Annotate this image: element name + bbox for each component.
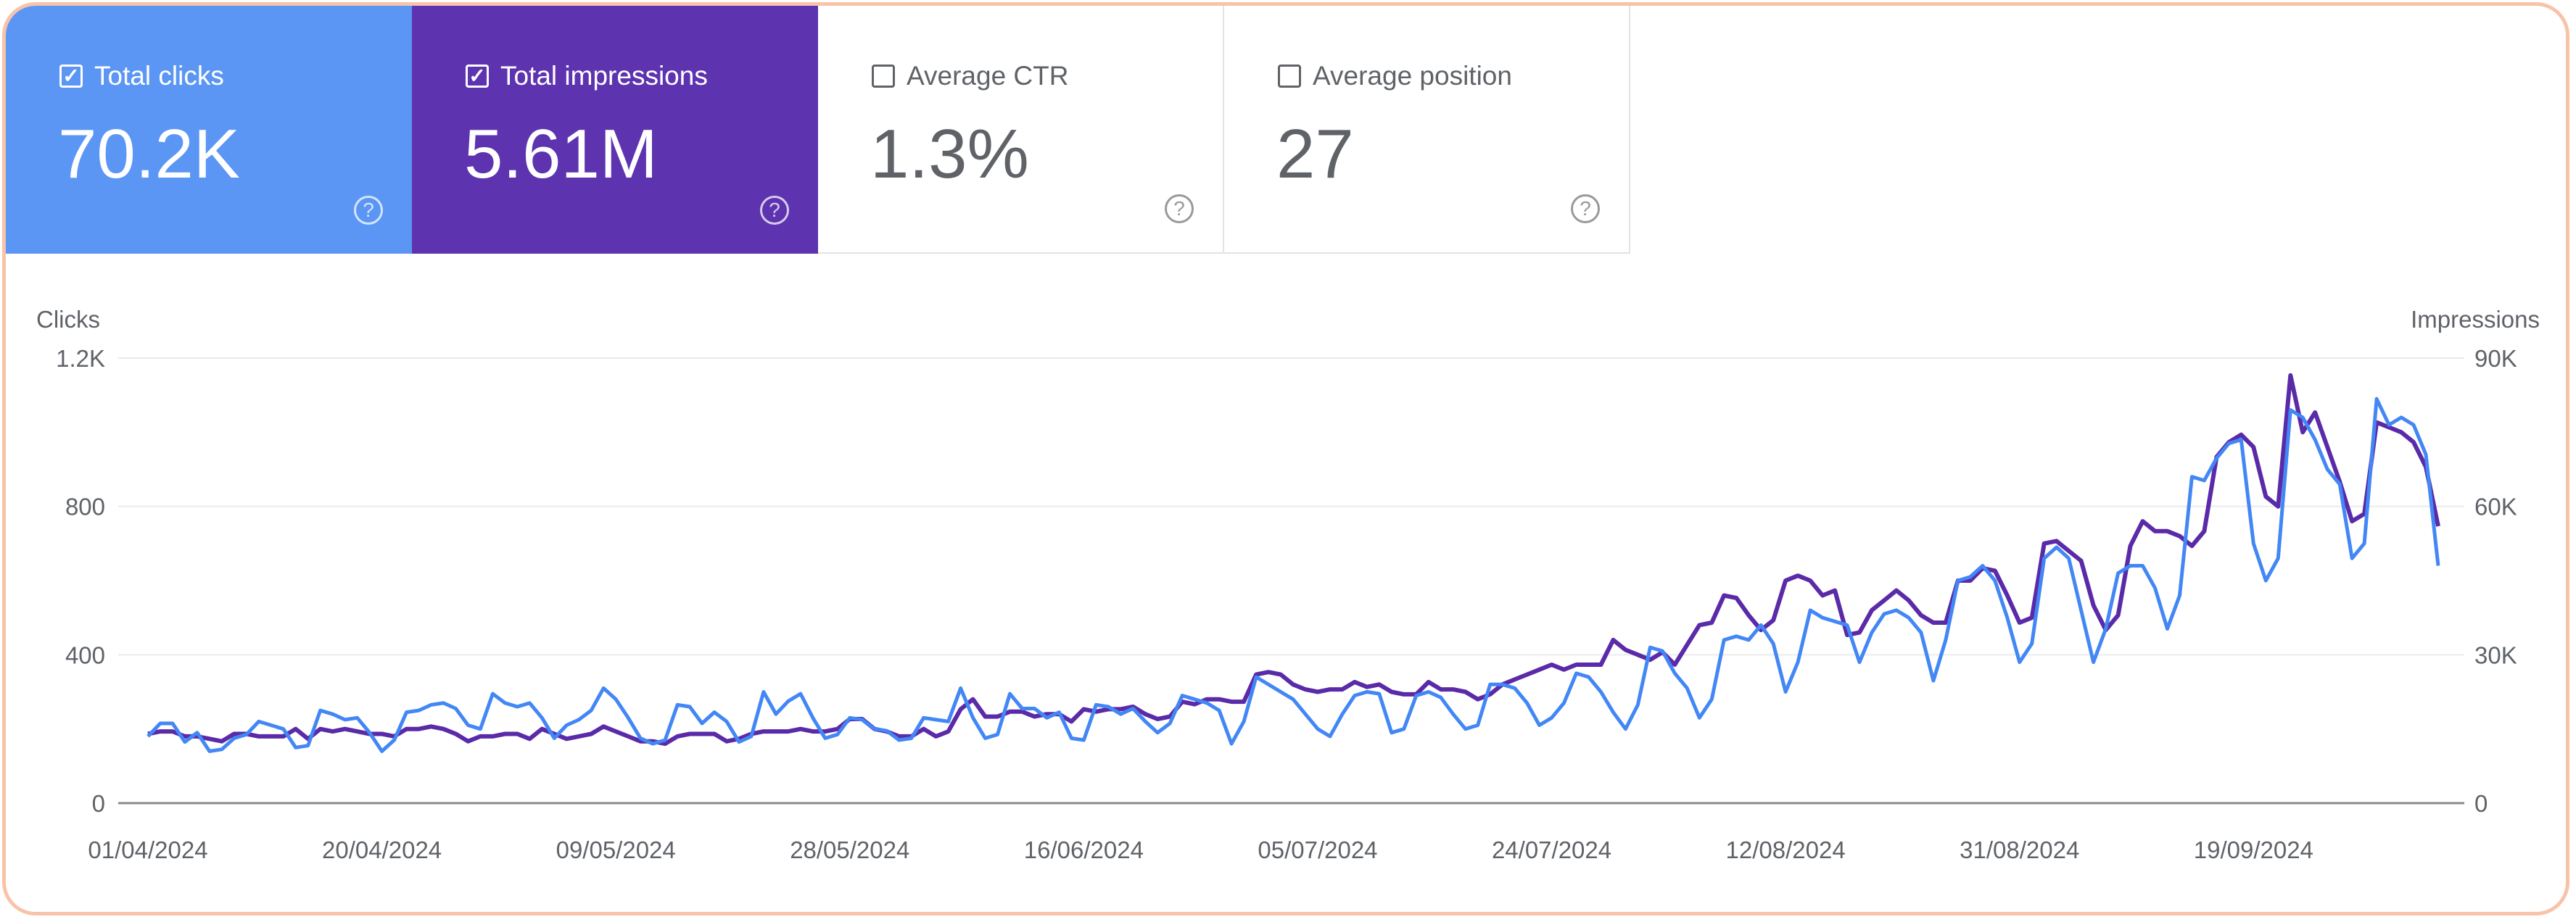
left-axis-tick: 1.2K bbox=[56, 345, 105, 372]
x-axis-tick: 01/04/2024 bbox=[88, 836, 207, 863]
right-axis-tick: 0 bbox=[2474, 790, 2488, 817]
clicks-series-line bbox=[146, 396, 2440, 753]
x-axis-tick: 28/05/2024 bbox=[790, 836, 909, 863]
checkbox-unchecked-icon[interactable] bbox=[872, 65, 895, 88]
question-circle-icon[interactable]: ? bbox=[1571, 194, 1600, 223]
left-axis-tick: 800 bbox=[65, 494, 105, 520]
checkbox-unchecked-icon[interactable] bbox=[1278, 65, 1301, 88]
metric-value: 27 bbox=[1276, 115, 1354, 193]
x-axis-tick: 09/05/2024 bbox=[556, 836, 676, 863]
x-axis-tick: 31/08/2024 bbox=[1960, 836, 2079, 863]
metric-label: Total clicks bbox=[94, 61, 224, 91]
x-axis-tick: 05/07/2024 bbox=[1258, 836, 1377, 863]
right-axis-tick: 60K bbox=[2474, 494, 2517, 520]
metric-label: Average position bbox=[1313, 61, 1512, 91]
metric-value: 1.3% bbox=[870, 115, 1029, 193]
impressions-series-line bbox=[147, 373, 2440, 747]
metric-card-total-impressions[interactable]: ✓ Total impressions 5.61M ? bbox=[412, 6, 818, 254]
question-circle-icon[interactable]: ? bbox=[760, 196, 789, 225]
right-axis-label: Impressions bbox=[2411, 306, 2540, 333]
x-axis-tick: 16/06/2024 bbox=[1024, 836, 1144, 863]
metric-card-average-position[interactable]: Average position 27 ? bbox=[1224, 6, 1630, 254]
x-axis-tick: 19/09/2024 bbox=[2194, 836, 2313, 863]
metric-value: 70.2K bbox=[58, 115, 240, 193]
question-circle-icon[interactable]: ? bbox=[1165, 194, 1194, 223]
right-axis-tick: 30K bbox=[2474, 641, 2517, 668]
metric-label: Total impressions bbox=[500, 61, 708, 91]
metric-card-average-ctr[interactable]: Average CTR 1.3% ? bbox=[818, 6, 1224, 254]
checkbox-checked-icon[interactable]: ✓ bbox=[59, 65, 83, 88]
x-axis-tick: 20/04/2024 bbox=[322, 836, 442, 863]
metric-value: 5.61M bbox=[464, 115, 658, 193]
x-axis-tick: 24/07/2024 bbox=[1492, 836, 1611, 863]
question-circle-icon[interactable]: ? bbox=[354, 196, 383, 225]
metric-label: Average CTR bbox=[907, 61, 1069, 91]
left-axis-tick: 400 bbox=[65, 641, 105, 668]
x-axis-tick: 12/08/2024 bbox=[1726, 836, 1846, 863]
left-axis-label: Clicks bbox=[36, 306, 100, 333]
left-axis-tick: 0 bbox=[92, 790, 105, 817]
metric-card-total-clicks[interactable]: ✓ Total clicks 70.2K ? bbox=[6, 6, 412, 254]
metric-cards: ✓ Total clicks 70.2K ? ✓ Total impressions… bbox=[6, 6, 1630, 254]
checkbox-checked-icon[interactable]: ✓ bbox=[466, 65, 489, 88]
right-axis-tick: 90K bbox=[2474, 345, 2517, 372]
